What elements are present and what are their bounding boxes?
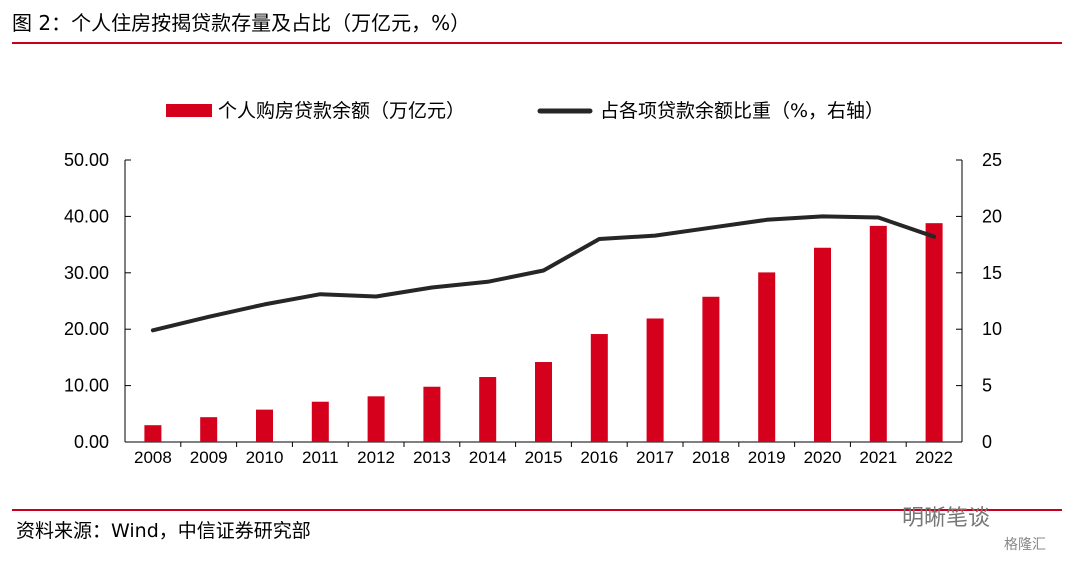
y-left-tick-label: 50.00 xyxy=(64,150,109,170)
bar xyxy=(646,318,664,442)
x-tick-label: 2010 xyxy=(246,448,284,467)
y-right-tick-label: 25 xyxy=(982,150,1002,170)
bar xyxy=(144,425,162,442)
legend: 个人购房贷款余额（万亿元） 占各项贷款余额比重（%，右轴） xyxy=(166,100,884,122)
source-note: 资料来源：Wind，中信证券研究部 xyxy=(16,520,311,542)
watermark: 明晰笔谈 xyxy=(902,506,991,531)
ratio-line xyxy=(150,214,937,333)
x-tick-label: 2017 xyxy=(636,448,674,467)
x-tick-label: 2014 xyxy=(469,448,507,467)
y-right-tick-label: 20 xyxy=(982,206,1002,226)
x-tick-label: 2019 xyxy=(748,448,786,467)
x-tick-label: 2015 xyxy=(525,448,563,467)
bar xyxy=(590,334,608,442)
x-tick-label: 2011 xyxy=(302,448,339,467)
bar xyxy=(256,409,273,442)
top-rule xyxy=(12,42,1062,44)
bar xyxy=(479,377,497,442)
bar xyxy=(535,362,552,442)
x-tick-label: 2022 xyxy=(915,448,953,467)
bar xyxy=(423,386,441,442)
y-right-tick-label: 5 xyxy=(982,376,992,396)
bar xyxy=(200,417,218,442)
legend-bar-label: 个人购房贷款余额（万亿元） xyxy=(218,100,465,122)
y-left-tick-label: 20.00 xyxy=(64,319,109,339)
bar xyxy=(702,296,720,442)
y-left-tick-label: 10.00 xyxy=(64,376,109,396)
bar xyxy=(311,401,329,442)
bar xyxy=(367,396,385,442)
bar xyxy=(869,225,887,442)
bar xyxy=(925,223,943,442)
x-tick-label: 2018 xyxy=(692,448,730,467)
figure-title: 图 2：个人住房按揭贷款存量及占比（万亿元，%） xyxy=(12,11,471,35)
x-tick-label: 2016 xyxy=(580,448,618,467)
bar xyxy=(814,247,831,442)
y-right-tick-label: 15 xyxy=(982,263,1002,283)
watermark-logo: 格隆汇 xyxy=(1004,537,1046,553)
x-tick-label: 2020 xyxy=(804,448,842,467)
y-right-tick-label: 10 xyxy=(982,319,1002,339)
axes: 0.00 10.00 20.00 30.00 40.00 50.00 0 5 10 15 20 25 2… xyxy=(64,150,1002,467)
y-right-tick-label: 0 xyxy=(982,432,992,452)
x-tick-label: 2013 xyxy=(413,448,451,467)
x-tick-label: 2009 xyxy=(190,448,228,467)
bar xyxy=(758,272,776,442)
y-left-tick-label: 30.00 xyxy=(64,263,109,283)
y-left-tick-label: 0.00 xyxy=(74,432,109,452)
legend-bar-swatch xyxy=(166,104,212,117)
bars xyxy=(144,223,943,442)
legend-line-label: 占各项贷款余额比重（%，右轴） xyxy=(600,100,884,122)
bottom-rule xyxy=(12,509,1062,511)
x-tick-label: 2012 xyxy=(357,448,395,467)
y-left-tick-label: 40.00 xyxy=(64,206,109,226)
x-tick-label: 2021 xyxy=(859,448,897,467)
x-tick-label: 2008 xyxy=(134,448,172,467)
